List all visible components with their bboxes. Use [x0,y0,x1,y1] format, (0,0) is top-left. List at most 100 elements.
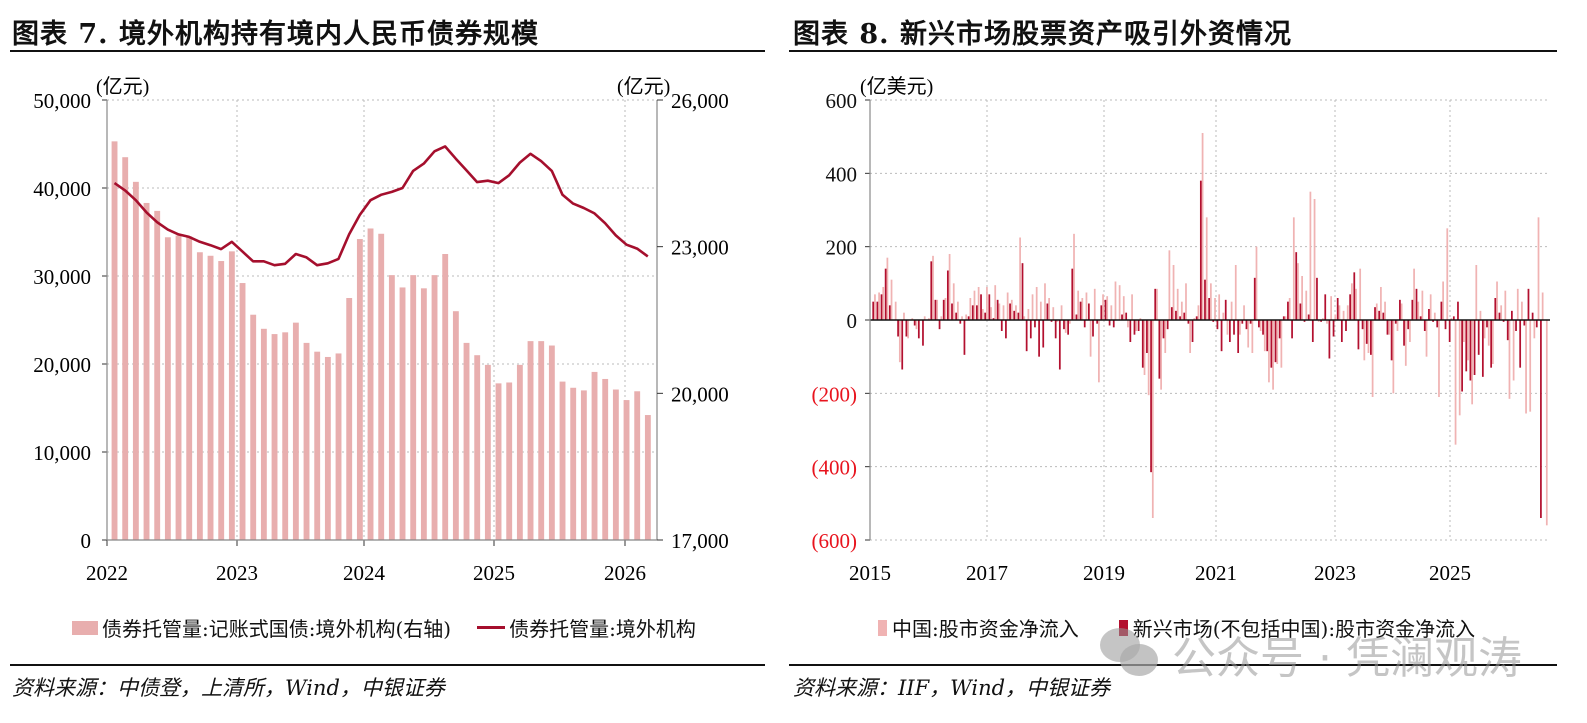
bar-em [1071,268,1074,320]
bar-em [1100,305,1103,320]
bar-china [1388,320,1391,335]
bar-em [1054,320,1057,339]
bar-em [1515,320,1517,331]
bar [260,328,267,540]
bar-em [1506,320,1509,341]
bar-em [1108,320,1111,326]
chart8-legend: 中国:股市资金净流入 新兴市场(不包括中国):股市资金净流入 [878,613,1501,642]
bar-em [1216,320,1219,330]
bar-em [905,320,908,337]
bar-china [1230,301,1233,320]
source-rule [10,664,765,666]
bar-em [1029,320,1032,339]
bar-em [1179,316,1181,320]
bar-china [1077,290,1080,320]
bar-china [1068,320,1071,324]
bar [516,364,523,540]
bar-em [1042,320,1045,348]
bar-em [1009,303,1011,320]
bar-china [1508,320,1511,399]
x-axis-tick-label: 2022 [86,561,128,585]
bar-em [992,318,995,320]
bar-em [1523,320,1526,326]
bar-em [1440,301,1443,320]
x-axis-tick-label: 2025 [473,561,515,585]
bar-china [977,287,980,320]
bar-china [1516,288,1519,320]
bar [538,341,545,540]
bar-em [1361,320,1364,330]
bar-em [1403,320,1405,346]
bar [580,390,587,540]
bar-china [1471,320,1474,405]
line-series [113,145,649,267]
bar-china [1006,292,1009,320]
bar-china [1483,320,1486,339]
bar-em [1399,299,1401,320]
bar-china [1292,217,1295,320]
y-axis-unit: (亿美元) [860,75,933,98]
title-rule [10,50,765,52]
bar-china [1309,191,1312,320]
bar [196,252,203,541]
bar-em [876,301,879,320]
bar-em [1146,320,1148,353]
title-rule [789,50,1557,52]
bar-em [1253,277,1256,320]
bar-em [1237,320,1240,353]
bar-em [951,303,953,320]
legend-label: 中国:股市资金净流入 [892,617,1079,641]
bar-em [1025,320,1028,352]
bar-em [1473,320,1476,375]
bar [559,381,566,540]
bar-em [1349,294,1352,320]
bar-china [1081,298,1084,320]
bar [154,210,161,540]
bar-em [980,294,982,320]
bar-china [890,279,893,320]
bar-china [1210,283,1212,320]
bar-china [1176,288,1179,320]
bar-em [1228,320,1231,342]
bar-em [1365,320,1368,344]
bar-em [1034,320,1036,328]
bar-china [903,312,905,320]
bar-em [1378,310,1381,320]
bar-china [1413,268,1415,320]
chart8-plot: 600 400 200 0 (200) (400) (600) 2015 2017 2019 202… [812,75,1550,585]
bar-china [1048,298,1050,320]
bar-em [1063,320,1065,330]
bar-em [1220,320,1223,352]
bar-em [1058,320,1061,370]
bar-em [872,301,875,320]
bar [612,389,619,540]
bar-em [1486,320,1488,328]
bar [335,353,342,540]
bar [314,351,321,540]
bar-em [1121,314,1123,320]
bar-em [1104,299,1107,320]
bar-china [973,290,976,320]
bar-em [1079,301,1082,320]
bar-china [1193,318,1196,320]
bar-china [1239,320,1241,335]
bar-em [1307,314,1310,320]
bar-em [1428,309,1430,320]
chart7-legend: 债券托管量:记账式国债:境外机构(右轴) 债券托管量:境外机构 [72,613,722,642]
legend-item-china: 中国:股市资金净流入 [878,613,1079,642]
bar-china [1280,320,1283,368]
bar-em [1282,316,1285,320]
bar-em [1357,320,1360,350]
bar [388,275,395,540]
legend-item-bond-total: 债券托管量:境外机构 [477,613,696,642]
x-axis-tick-label: 2019 [1083,561,1125,585]
right-axis-tick-label: 23,000 [671,236,729,260]
bar [420,288,427,540]
bar-em [1498,312,1501,320]
bar-em [1266,320,1269,352]
bar [474,355,481,540]
bar-china [1272,320,1274,390]
bar-china [1044,283,1046,320]
bar-china [1342,310,1345,320]
bar-china [1127,320,1129,328]
